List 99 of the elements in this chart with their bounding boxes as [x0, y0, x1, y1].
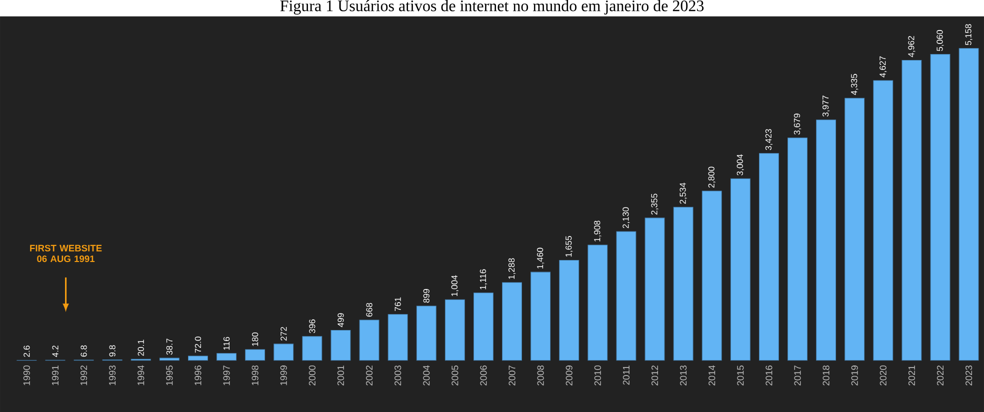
bar: [473, 292, 494, 360]
x-tick-label: 1996: [194, 365, 202, 385]
data-label: 668: [366, 302, 372, 316]
x-tick-label: 2004: [423, 365, 430, 386]
data-label: 6.8: [80, 345, 87, 356]
x-tick-label: 2007: [508, 365, 516, 386]
bar: [159, 358, 180, 360]
x-tick-label: 2011: [622, 365, 630, 385]
bar: [302, 336, 322, 360]
bar: [559, 260, 580, 360]
x-tick-label: 1994: [138, 365, 144, 385]
data-label: 3,004: [736, 154, 744, 176]
data-label: 3,977: [822, 95, 830, 116]
x-tick-label: 2005: [452, 365, 458, 386]
bar: [873, 80, 894, 360]
bar: [530, 272, 551, 360]
data-label: 38.7: [166, 338, 172, 355]
bar: [359, 320, 380, 360]
data-label: 4,627: [880, 56, 887, 78]
data-label: 1,004: [451, 275, 458, 296]
bar: [330, 330, 351, 360]
x-tick-label: 1998: [252, 365, 258, 385]
data-label: 272: [280, 326, 287, 340]
x-tick-label: 2023: [966, 365, 972, 386]
x-tick-label: 2001: [337, 365, 344, 386]
bar: [616, 231, 636, 360]
x-tick-label: 2003: [394, 365, 402, 386]
data-label: 116: [223, 336, 230, 350]
data-label: 5,060: [936, 30, 944, 51]
x-tick-label: 2009: [566, 365, 572, 386]
bar: [274, 343, 294, 360]
x-tick-label: 2017: [794, 365, 801, 386]
chart-title: Figura 1 Usuários ativos de internet no mundo em janeiro de 2023: [280, 0, 704, 14]
x-tick-label: 2008: [537, 365, 544, 386]
data-label: 899: [423, 288, 430, 303]
data-label: 1,288: [508, 258, 516, 279]
bar: [702, 190, 722, 360]
data-label: 4,962: [908, 36, 916, 57]
bar: [444, 299, 465, 360]
data-label: 4,335: [851, 74, 858, 95]
x-tick-label: 2002: [366, 365, 373, 386]
data-label: 2.6: [24, 345, 30, 357]
bar: [673, 206, 694, 360]
bar: [416, 306, 436, 360]
data-label: 9.8: [109, 345, 116, 356]
x-tick-label: 1995: [166, 365, 173, 385]
bar: [930, 54, 950, 360]
x-tick-label: 2021: [908, 365, 915, 386]
bar: [388, 314, 408, 360]
x-tick-label: 1999: [280, 365, 287, 385]
data-label: 3,679: [794, 113, 802, 134]
data-label: 396: [309, 319, 316, 333]
data-label: 72.0: [194, 336, 202, 352]
bar: [730, 178, 750, 360]
bar: [958, 48, 979, 360]
bar: [902, 60, 922, 360]
annotation: FIRST WEBSITE 06 AUG 1991: [30, 244, 102, 262]
bar: [588, 244, 608, 360]
x-tick-label: 1990: [23, 365, 30, 385]
data-label: 499: [338, 313, 344, 327]
data-label: 4.2: [52, 345, 58, 357]
data-label: 2,355: [651, 194, 658, 214]
bar: [644, 217, 665, 360]
bar: [844, 98, 865, 360]
x-tick-label: 2012: [651, 365, 658, 386]
x-tick-label: 2010: [594, 365, 601, 386]
x-tick-label: 2018: [822, 365, 830, 386]
bar: [502, 282, 522, 360]
bar: [816, 119, 836, 360]
x-tick-label: 2020: [880, 365, 886, 386]
x-tick-label: 2022: [936, 365, 944, 386]
data-label: 1,655: [566, 236, 573, 256]
bar: [188, 356, 208, 360]
x-tick-label: 1997: [223, 365, 230, 385]
x-tick-label: 2006: [480, 365, 487, 386]
bar: [758, 152, 779, 360]
x-tick-label: 2000: [308, 365, 316, 386]
data-label: 1,116: [480, 269, 488, 290]
x-tick-label: 1991: [52, 365, 59, 385]
x-tick-label: 1993: [109, 365, 116, 385]
data-label: 1,908: [594, 220, 602, 242]
data-label: 2,800: [708, 166, 716, 188]
x-tick-label: 1992: [80, 365, 88, 385]
bar: [245, 349, 266, 360]
x-tick-label: 2019: [851, 365, 858, 386]
x-tick-label: 2014: [708, 365, 716, 386]
data-label: 3,423: [765, 128, 773, 150]
data-label: 5,158: [965, 24, 972, 45]
data-label: 2,130: [622, 207, 630, 228]
data-label: 1,460: [536, 248, 544, 268]
data-label: 20.1: [138, 340, 144, 356]
x-tick-label: 2015: [737, 365, 744, 386]
bar: [216, 352, 236, 360]
x-tick-label: 2016: [766, 365, 772, 386]
data-label: 180: [252, 332, 258, 346]
data-label: 761: [394, 297, 401, 311]
data-label: 2,534: [680, 182, 687, 204]
x-tick-label: 2013: [680, 365, 687, 386]
bar: [788, 137, 808, 360]
